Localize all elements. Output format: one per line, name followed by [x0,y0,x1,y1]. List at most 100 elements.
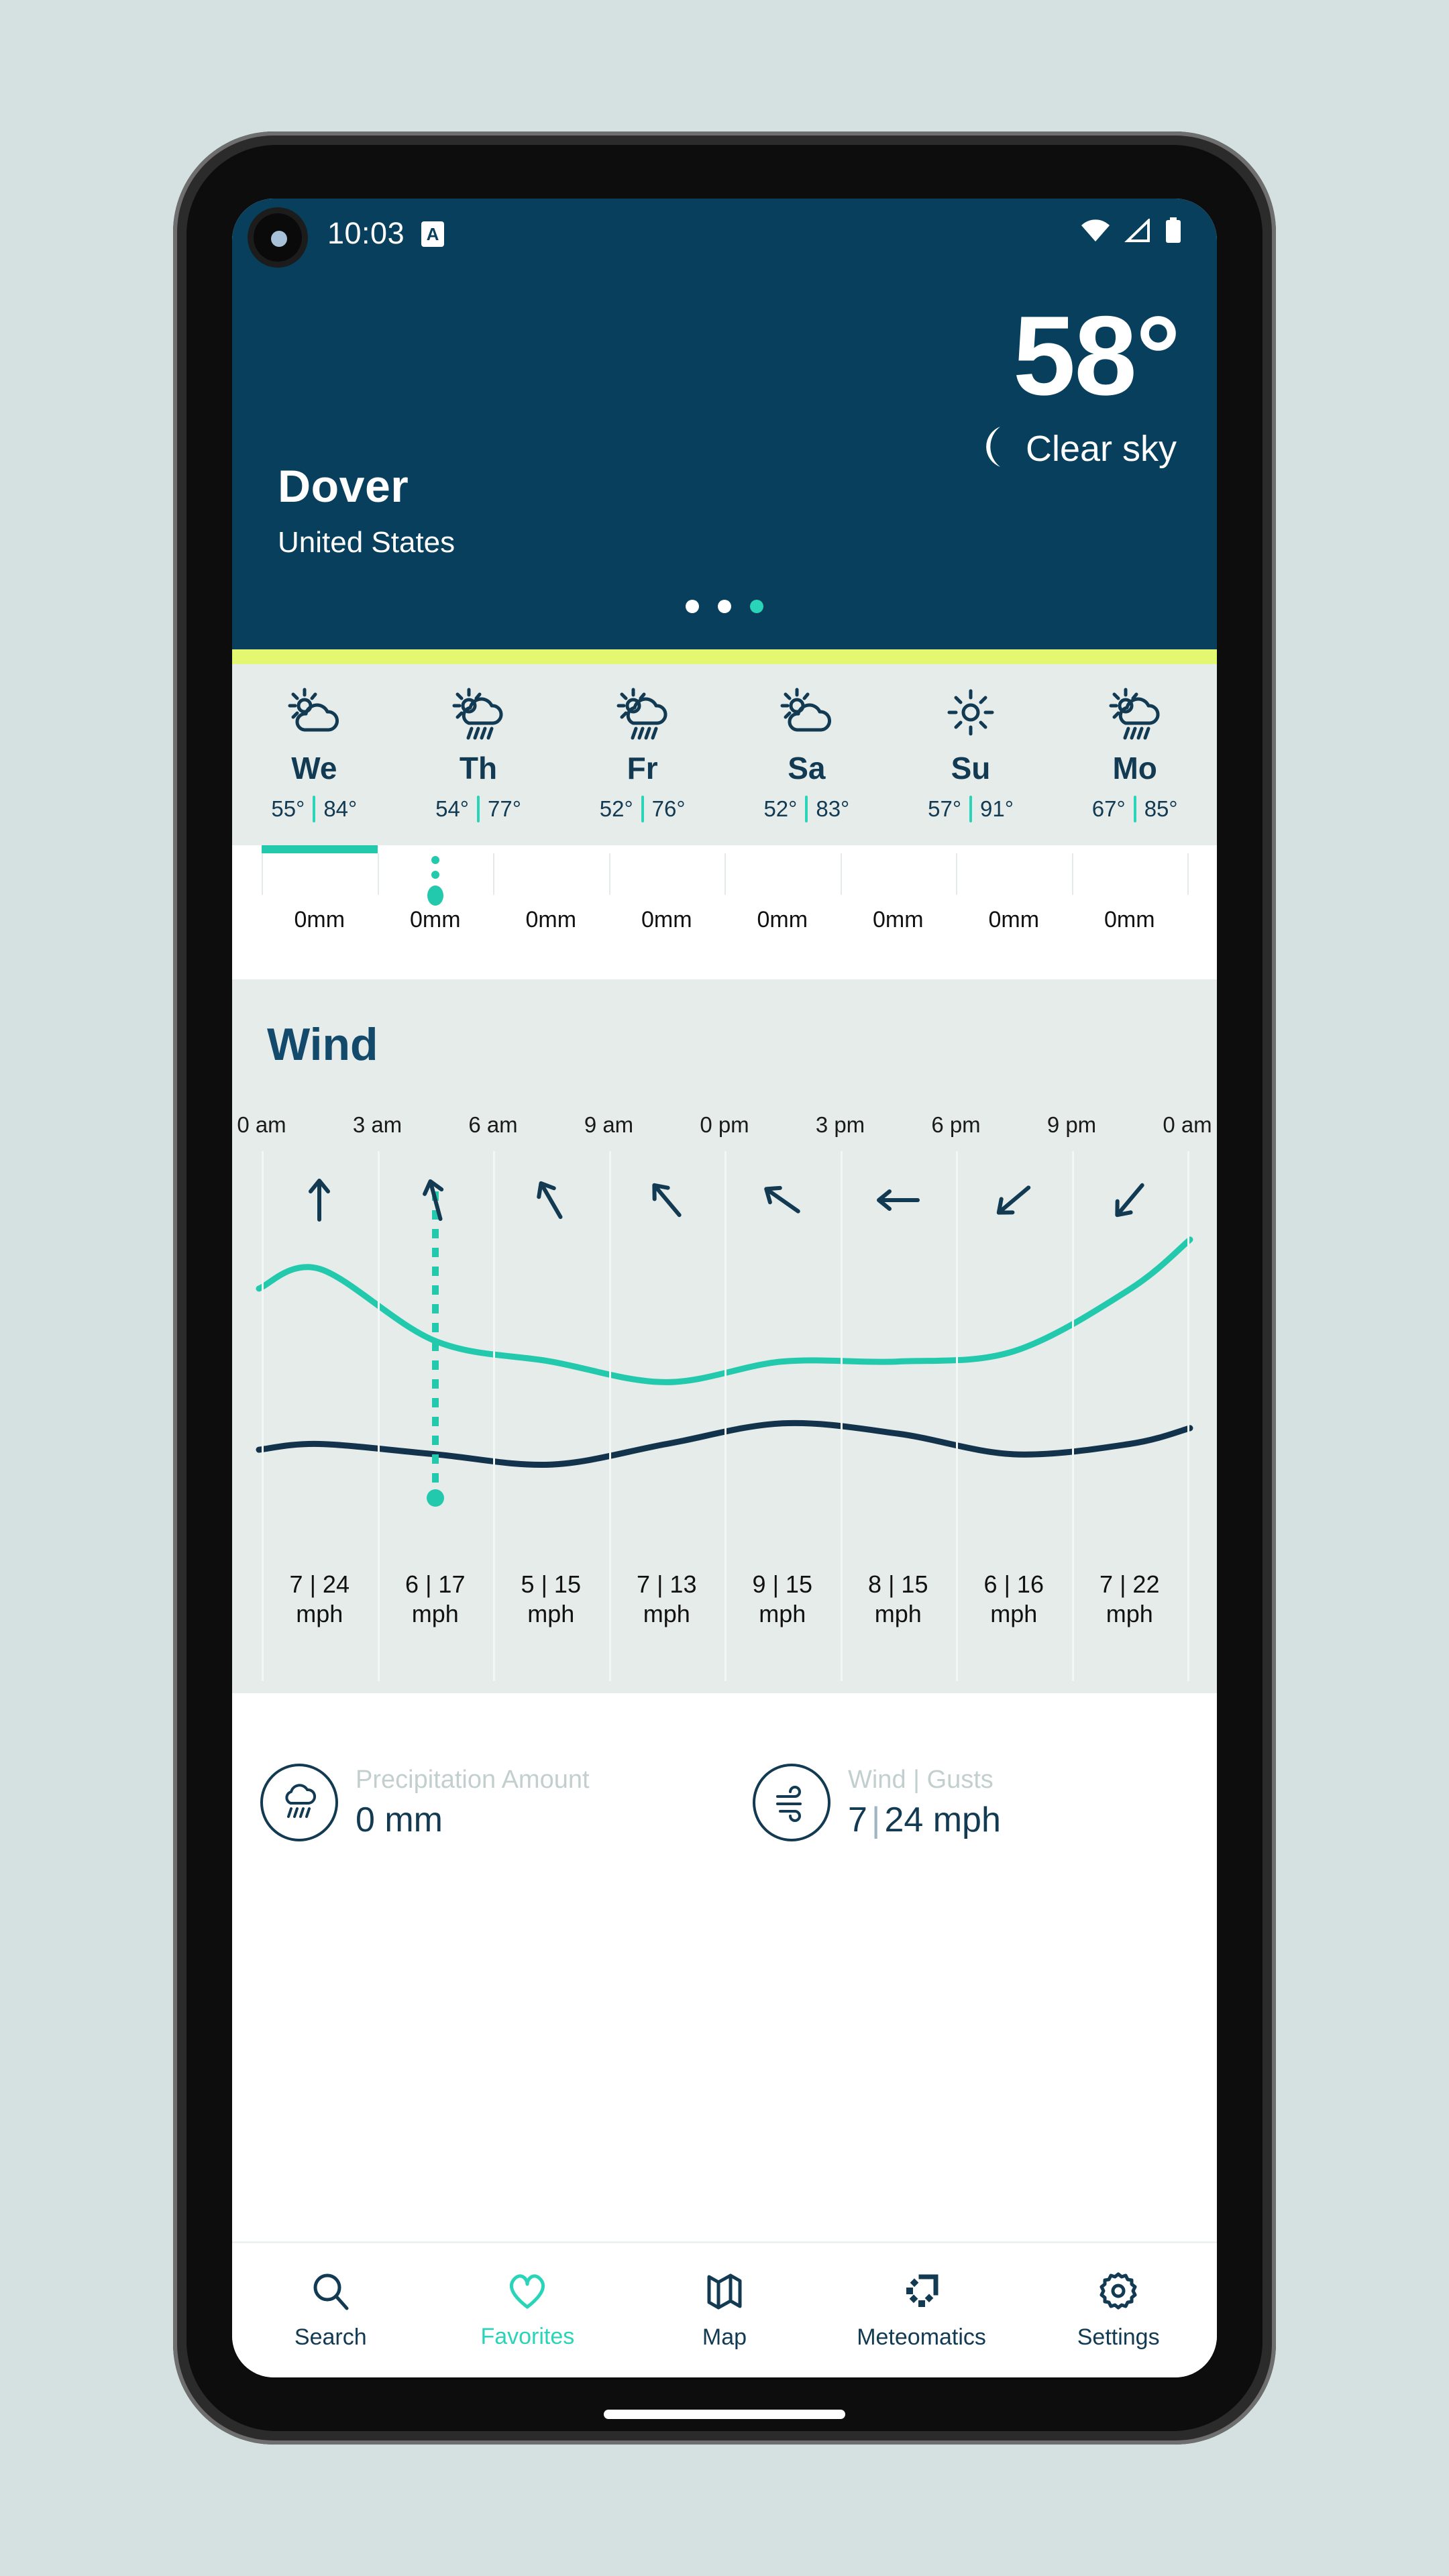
sun-behind-rain-cloud-icon [610,682,675,743]
gust-speed-value: 15 [901,1570,928,1598]
wind-direction-arrow [531,1175,570,1228]
speed-unit: mph [1106,1599,1153,1627]
precip-grid-line [1071,853,1073,895]
page-dot-2[interactable] [718,600,731,613]
temp-separator [969,796,973,822]
phone-screen: 10:03 A 58° [232,199,1217,2377]
wind-direction-arrow [647,1175,686,1228]
precip-grid-line [1187,853,1189,895]
wind-grid-line [840,1151,843,1681]
day-column-su[interactable]: Su 57° 91° [889,664,1053,845]
speed-unit: mph [990,1599,1038,1627]
map-icon[interactable] [704,2270,745,2315]
wind-marker-dashes [431,1191,439,1487]
speed-separator: | [997,1570,1017,1598]
precipitation-amount-card[interactable]: Precipitation Amount 0 mm [232,1764,724,1841]
speed-separator: | [303,1570,323,1598]
day-low: 54° [435,796,469,821]
wind-time-label: 0 am [237,1112,286,1137]
wind-speed-value: 7 [1099,1570,1114,1598]
day-high: 84° [323,796,358,821]
nav-item-search[interactable]: Search [232,2243,429,2377]
wind-grid-line [377,1151,380,1681]
day-column-mo[interactable]: Mo 67° 85° [1053,664,1217,845]
nav-label: Search [294,2324,367,2350]
wind-grid-line [262,1151,264,1681]
accent-bar [232,649,1217,664]
day-high: 91° [980,796,1014,821]
wind-direction-arrow [763,1175,802,1228]
nav-item-meteomatics[interactable]: Meteomatics [823,2243,1020,2377]
page-dots[interactable] [232,600,1217,613]
day-column-sa[interactable]: Sa 52° 83° [724,664,889,845]
status-bar: 10:03 A [232,199,1217,274]
day-label: Sa [788,751,826,786]
day-column-fr[interactable]: Fr 52° 76° [560,664,724,845]
bottom-navigation[interactable]: Search Favorites Map Meteomatics Settings [232,2241,1217,2377]
wind-speed-label: 7 | 24 mph [290,1570,350,1629]
wind-time-label: 6 pm [931,1112,981,1137]
speed-separator: | [881,1570,902,1598]
precipitation-strip[interactable]: 0mm 0mm 0mm 0mm 0mm 0mm 0mm 0mm [232,845,1217,979]
sun-behind-rain-cloud-icon [1103,682,1167,743]
nav-item-map[interactable]: Map [626,2243,823,2377]
wind-gusts-card[interactable]: Wind | Gusts 7 | 24 mph [724,1764,1217,1841]
status-app-badge-icon: A [421,221,444,247]
precip-grid-line [840,853,842,895]
day-high: 85° [1144,796,1178,821]
day-column-we[interactable]: We 55° 84° [232,664,396,845]
condition-text: Clear sky [1025,428,1177,469]
speed-unit: mph [759,1599,806,1627]
gust-speed-value: 13 [669,1570,697,1598]
wind-time-label: 0 pm [700,1112,749,1137]
precip-value: 0mm [641,907,692,932]
precip-grid-line [608,853,610,895]
day-low: 52° [599,796,633,821]
wind-speed-label: 9 | 15 mph [753,1570,812,1629]
wind-speed-value: 9 [752,1570,766,1598]
day-temperatures: 67° 85° [1092,796,1178,822]
day-high: 76° [651,796,686,821]
day-temperatures: 54° 77° [435,796,521,822]
heart-icon[interactable] [506,2271,549,2314]
gust-speed-value: 16 [1016,1570,1044,1598]
wind-grid-line [1071,1151,1074,1681]
day-label: Mo [1112,751,1157,786]
nav-label: Map [702,2324,747,2350]
gear-icon[interactable] [1097,2270,1139,2315]
nav-item-settings[interactable]: Settings [1020,2243,1217,2377]
temp-separator [313,796,316,822]
day-label: Fr [627,751,658,786]
precipitation-amount-value: 0 mm [356,1800,443,1839]
precipitation-amount-label: Precipitation Amount [356,1765,590,1794]
nav-item-favorites[interactable]: Favorites [429,2243,627,2377]
precip-grid-line [262,853,263,895]
speed-unit: mph [527,1599,575,1627]
speed-unit: mph [874,1599,922,1627]
camera-lens [271,231,287,247]
page-dot-1[interactable] [686,600,699,613]
precip-grid-line [493,853,494,895]
precip-grid-line [377,853,379,895]
day-column-th[interactable]: Th 54° 77° [396,664,561,845]
wind-grid-line [493,1151,495,1681]
speed-unit: mph [643,1599,690,1627]
meteomatics-logo-icon[interactable] [901,2270,943,2315]
nav-label: Favorites [480,2324,575,2349]
wind-value: 7 [848,1800,867,1839]
daily-forecast-row[interactable]: We 55° 84° Th 54° 77° Fr 52° 76° Sa 52° 83° Su 57° 91°… [232,664,1217,845]
camera-punch-hole [254,213,302,262]
wind-gusts-separator: | [871,1800,881,1839]
wind-grid-line [608,1151,611,1681]
speed-separator: | [765,1570,786,1598]
precip-value: 0mm [1104,907,1155,932]
wind-time-label: 3 am [352,1112,402,1137]
speed-separator: | [650,1570,670,1598]
search-icon[interactable] [310,2270,352,2315]
page-dot-3-active[interactable] [750,600,763,613]
wind-time-label: 9 pm [1046,1112,1097,1137]
rain-cloud-icon [260,1764,338,1841]
wind-gusts-label: Wind | Gusts [848,1765,994,1794]
gust-speed-value: 22 [1132,1570,1160,1598]
home-indicator[interactable] [604,2410,845,2419]
